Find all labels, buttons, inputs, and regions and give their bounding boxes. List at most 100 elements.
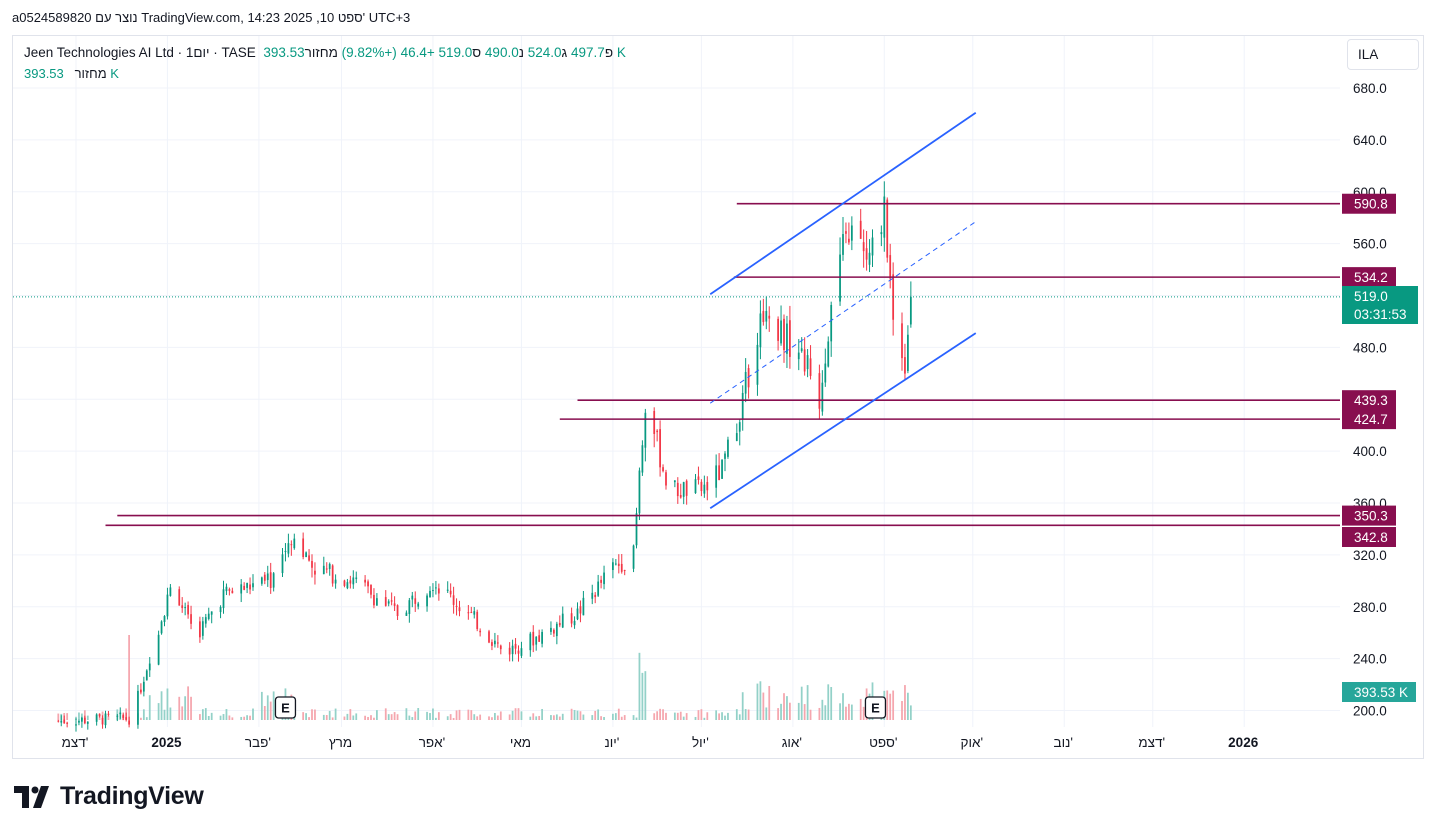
volume-bar	[269, 701, 272, 720]
price-tick-label: 320.0	[1353, 548, 1387, 563]
volume-bar	[405, 708, 408, 720]
volume-bar	[494, 712, 496, 720]
candle-body	[470, 612, 473, 614]
volume-bar	[727, 712, 729, 720]
volume-bar	[789, 702, 791, 720]
volume-bar	[735, 709, 738, 720]
candle-body	[597, 581, 600, 596]
volume-bar	[561, 713, 564, 720]
volume-bar	[514, 708, 517, 720]
candle-body	[163, 616, 166, 622]
tradingview-logo[interactable]: TradingView	[14, 782, 204, 811]
level-badge	[1342, 193, 1396, 214]
candle-body	[797, 352, 800, 360]
candle-body	[839, 254, 841, 302]
candle-body	[376, 598, 378, 606]
candle-body	[558, 622, 561, 626]
candle-body	[249, 584, 251, 590]
candle-body	[538, 635, 541, 642]
grid	[13, 36, 1340, 727]
volume-bar	[249, 715, 251, 720]
level-badge	[1342, 505, 1396, 526]
volume-bar	[266, 695, 269, 720]
candle-body	[219, 606, 222, 613]
volume-bar	[638, 652, 641, 720]
candle-body	[83, 717, 86, 724]
volume-bar	[75, 716, 77, 720]
volume-bar	[458, 709, 461, 720]
channel-upper-line	[709, 111, 977, 295]
volume-bar	[721, 712, 723, 720]
volume-bar	[272, 691, 275, 720]
candle-body	[715, 465, 718, 488]
time-tick-label: מרץ	[329, 735, 352, 750]
volume-bar	[741, 692, 744, 720]
volume-bar	[800, 686, 803, 720]
candle-body	[476, 611, 479, 630]
volume-bar	[432, 708, 434, 720]
candle-body	[140, 689, 142, 693]
volume-bar	[724, 715, 726, 720]
candle-body	[741, 392, 744, 419]
candle-body	[638, 470, 641, 514]
volume-bar	[449, 714, 452, 720]
volume-bar	[535, 716, 538, 720]
volume-bar	[617, 708, 620, 720]
time-tick-label: אפר'	[419, 735, 446, 750]
volume-bar	[328, 710, 331, 720]
candle-body	[842, 234, 844, 255]
volume-bar	[550, 715, 552, 720]
currency-button[interactable]: ILA	[1347, 39, 1419, 70]
candle-body	[210, 611, 213, 615]
volume-bar	[700, 709, 703, 720]
change-value: +46.4 (+9.82%)	[341, 45, 435, 60]
brand-name: TradingView	[60, 782, 204, 810]
volume-bar	[169, 707, 172, 720]
candle-body	[246, 582, 248, 588]
candle-body	[488, 631, 490, 643]
candle-body	[201, 621, 204, 636]
candle-body	[148, 663, 151, 671]
volume-bar	[426, 711, 428, 720]
volume-bar	[246, 715, 248, 720]
volume-bar	[408, 715, 411, 720]
candles	[57, 181, 912, 732]
volume-bar	[803, 704, 806, 720]
candle-body	[119, 712, 122, 715]
candle-body	[491, 642, 493, 646]
volume-bar	[107, 715, 110, 720]
candle-body	[334, 579, 337, 584]
candle-body	[747, 368, 750, 388]
candle-body	[738, 422, 741, 432]
volume-bar	[620, 716, 623, 720]
volume-bar	[435, 717, 437, 720]
price-axis: 200.0240.0280.0320.0360.0400.0440.0480.0…	[1353, 81, 1387, 718]
volume-bar	[187, 686, 189, 720]
symbol-label[interactable]: Jeen Technologies AI Ltd · 1יום · TASE	[24, 45, 256, 60]
volume-bar	[827, 684, 830, 720]
volume-bar	[786, 696, 788, 720]
candle-body	[514, 643, 517, 649]
candle-body	[325, 568, 328, 570]
candle-body	[190, 614, 192, 624]
candle-body	[142, 681, 145, 692]
candle-body	[909, 296, 912, 325]
candle-body	[75, 724, 77, 726]
candle-body	[364, 579, 366, 583]
volume-bar	[488, 716, 490, 720]
candle-body	[904, 357, 906, 374]
candle-body	[414, 598, 417, 604]
volume-bar	[909, 705, 912, 720]
candle-body	[871, 237, 874, 256]
volume-bar	[429, 713, 431, 720]
candle-body	[57, 720, 60, 722]
volume-bar	[859, 698, 862, 720]
candle-body	[228, 589, 231, 591]
volume-value: 393.53 K	[263, 45, 626, 60]
candle-body	[314, 570, 316, 575]
volume-bar	[644, 671, 647, 720]
level-badge	[1342, 390, 1396, 411]
candle-body	[204, 617, 207, 624]
volume-bar	[373, 717, 375, 720]
